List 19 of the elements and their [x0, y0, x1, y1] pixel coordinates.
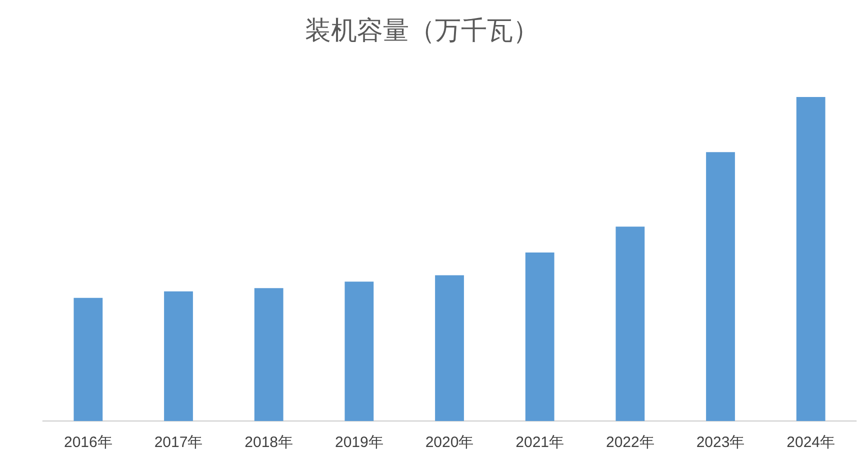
- x-tick-label: 2021年: [516, 434, 564, 451]
- bar: [344, 282, 374, 421]
- bar: [254, 288, 284, 421]
- bar: [796, 97, 826, 421]
- bar: [164, 291, 193, 421]
- x-tick-label: 2017年: [154, 434, 203, 451]
- bar: [525, 252, 554, 421]
- x-tick-label: 2020年: [425, 434, 474, 451]
- bar: [435, 275, 464, 421]
- bar: [616, 226, 645, 421]
- x-tick-label: 2024年: [786, 434, 836, 451]
- x-tick-label: 2022年: [606, 434, 654, 451]
- x-tick-label: 2018年: [244, 434, 294, 451]
- x-tick-label: 2023年: [696, 434, 745, 451]
- bar: [706, 152, 735, 421]
- chart-title: 装机容量（万千瓦）: [305, 15, 539, 45]
- x-tick-label: 2016年: [64, 434, 112, 451]
- bar: [74, 298, 103, 421]
- x-tick-label: 2019年: [334, 434, 384, 451]
